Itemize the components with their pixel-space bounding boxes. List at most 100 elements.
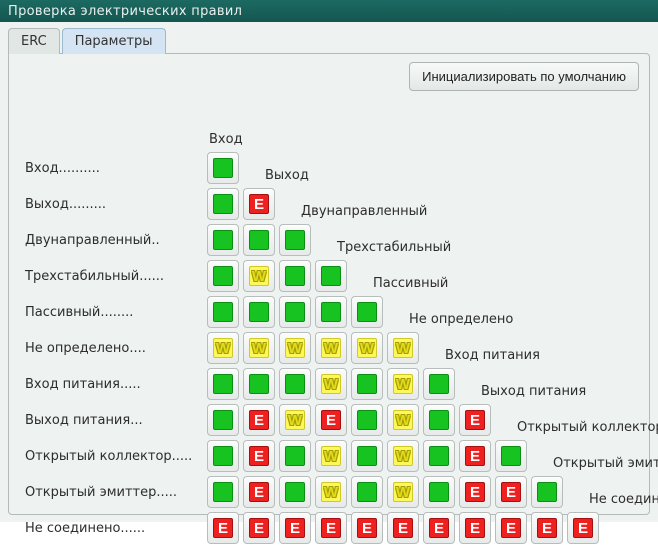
erc-cell[interactable] xyxy=(207,440,239,472)
reset-defaults-button[interactable]: Инициализировать по умолчанию xyxy=(409,62,639,91)
erc-cell[interactable]: E xyxy=(243,404,275,436)
erc-cell[interactable] xyxy=(207,404,239,436)
erc-cell[interactable]: E xyxy=(243,512,275,544)
erc-cell[interactable] xyxy=(207,476,239,508)
erc-cell[interactable] xyxy=(351,296,383,328)
erc-cell[interactable]: E xyxy=(495,476,527,508)
erc-cell[interactable] xyxy=(243,224,275,256)
erc-ok-icon xyxy=(213,374,233,394)
erc-ok-icon xyxy=(429,446,449,466)
erc-cell[interactable] xyxy=(207,188,239,220)
column-label: Вход xyxy=(209,132,243,147)
erc-cell[interactable]: W xyxy=(315,332,347,364)
erc-cell[interactable] xyxy=(315,296,347,328)
erc-cell[interactable] xyxy=(279,440,311,472)
row-label: Открытый коллектор..... xyxy=(25,438,192,474)
erc-cell[interactable] xyxy=(207,224,239,256)
row-labels: Вход..........Выход.........Двунаправлен… xyxy=(25,150,192,546)
erc-cell[interactable]: W xyxy=(387,476,419,508)
erc-error-icon: E xyxy=(285,518,305,538)
erc-cell[interactable]: E xyxy=(495,512,527,544)
erc-cell[interactable]: E xyxy=(351,512,383,544)
erc-cell[interactable]: W xyxy=(351,332,383,364)
erc-warn-icon: W xyxy=(249,266,269,286)
erc-cell[interactable] xyxy=(279,368,311,400)
erc-cell[interactable]: E xyxy=(243,440,275,472)
erc-cell[interactable] xyxy=(423,476,455,508)
erc-ok-icon xyxy=(213,410,233,430)
erc-warn-icon: W xyxy=(285,410,305,430)
erc-cell[interactable]: E xyxy=(243,476,275,508)
tab-erc[interactable]: ERC xyxy=(8,28,60,54)
erc-cell[interactable] xyxy=(315,260,347,292)
erc-ok-icon xyxy=(213,230,233,250)
erc-ok-icon xyxy=(213,158,233,178)
erc-cell[interactable] xyxy=(495,440,527,472)
tab-parameters[interactable]: Параметры xyxy=(62,28,166,54)
erc-ok-icon xyxy=(357,374,377,394)
erc-cell[interactable]: E xyxy=(459,476,491,508)
erc-error-icon: E xyxy=(537,518,557,538)
erc-cell[interactable]: W xyxy=(207,332,239,364)
erc-cell[interactable]: E xyxy=(423,512,455,544)
row-label: Пассивный........ xyxy=(25,294,192,330)
erc-cell[interactable]: W xyxy=(315,476,347,508)
row-label: Не соединено...... xyxy=(25,510,192,546)
erc-cell[interactable] xyxy=(207,296,239,328)
erc-cell[interactable] xyxy=(279,296,311,328)
erc-ok-icon xyxy=(285,266,305,286)
erc-cell[interactable] xyxy=(351,476,383,508)
erc-cell[interactable] xyxy=(351,404,383,436)
erc-cell[interactable]: W xyxy=(279,404,311,436)
erc-cell[interactable]: E xyxy=(387,512,419,544)
erc-cell[interactable] xyxy=(243,296,275,328)
erc-cell[interactable] xyxy=(531,476,563,508)
erc-cell[interactable]: E xyxy=(279,512,311,544)
erc-cell[interactable]: E xyxy=(459,440,491,472)
erc-ok-icon xyxy=(357,482,377,502)
column-label: Трехстабильный xyxy=(337,240,451,255)
erc-cell[interactable] xyxy=(351,368,383,400)
row-label: Открытый эмиттер..... xyxy=(25,474,192,510)
erc-ok-icon xyxy=(285,302,305,322)
erc-cell[interactable] xyxy=(243,368,275,400)
erc-cell[interactable] xyxy=(279,224,311,256)
row-label: Вход.......... xyxy=(25,150,192,186)
erc-ok-icon xyxy=(285,374,305,394)
erc-cell[interactable] xyxy=(279,476,311,508)
matrix-row: EWWEE xyxy=(205,474,601,510)
erc-cell[interactable]: E xyxy=(531,512,563,544)
erc-cell[interactable]: W xyxy=(315,440,347,472)
erc-warn-icon: W xyxy=(285,338,305,358)
panel-parameters: Инициализировать по умолчанию Вход......… xyxy=(8,53,650,515)
erc-cell[interactable]: W xyxy=(387,440,419,472)
erc-cell[interactable]: W xyxy=(279,332,311,364)
erc-cell[interactable]: E xyxy=(243,188,275,220)
erc-cell[interactable]: E xyxy=(459,404,491,436)
window: Проверка электрических правил ERC Параме… xyxy=(0,0,658,522)
erc-cell[interactable]: W xyxy=(315,368,347,400)
column-label: Вход питания xyxy=(445,348,540,363)
row-label: Двунаправленный.. xyxy=(25,222,192,258)
erc-cell[interactable] xyxy=(423,368,455,400)
erc-cell[interactable]: E xyxy=(315,512,347,544)
erc-ok-icon xyxy=(285,482,305,502)
erc-cell[interactable] xyxy=(207,260,239,292)
erc-cell[interactable] xyxy=(423,440,455,472)
erc-cell[interactable]: W xyxy=(387,368,419,400)
erc-cell[interactable]: W xyxy=(387,332,419,364)
erc-cell[interactable]: E xyxy=(459,512,491,544)
erc-cell[interactable]: E xyxy=(567,512,599,544)
erc-warn-icon: W xyxy=(393,482,413,502)
erc-cell[interactable]: E xyxy=(207,512,239,544)
erc-cell[interactable]: W xyxy=(243,332,275,364)
erc-cell[interactable] xyxy=(351,440,383,472)
erc-cell[interactable]: W xyxy=(243,260,275,292)
erc-cell[interactable] xyxy=(207,368,239,400)
erc-cell[interactable] xyxy=(423,404,455,436)
erc-cell[interactable] xyxy=(207,152,239,184)
erc-cell[interactable]: W xyxy=(387,404,419,436)
erc-cell[interactable]: E xyxy=(315,404,347,436)
erc-warn-icon: W xyxy=(393,374,413,394)
erc-cell[interactable] xyxy=(279,260,311,292)
